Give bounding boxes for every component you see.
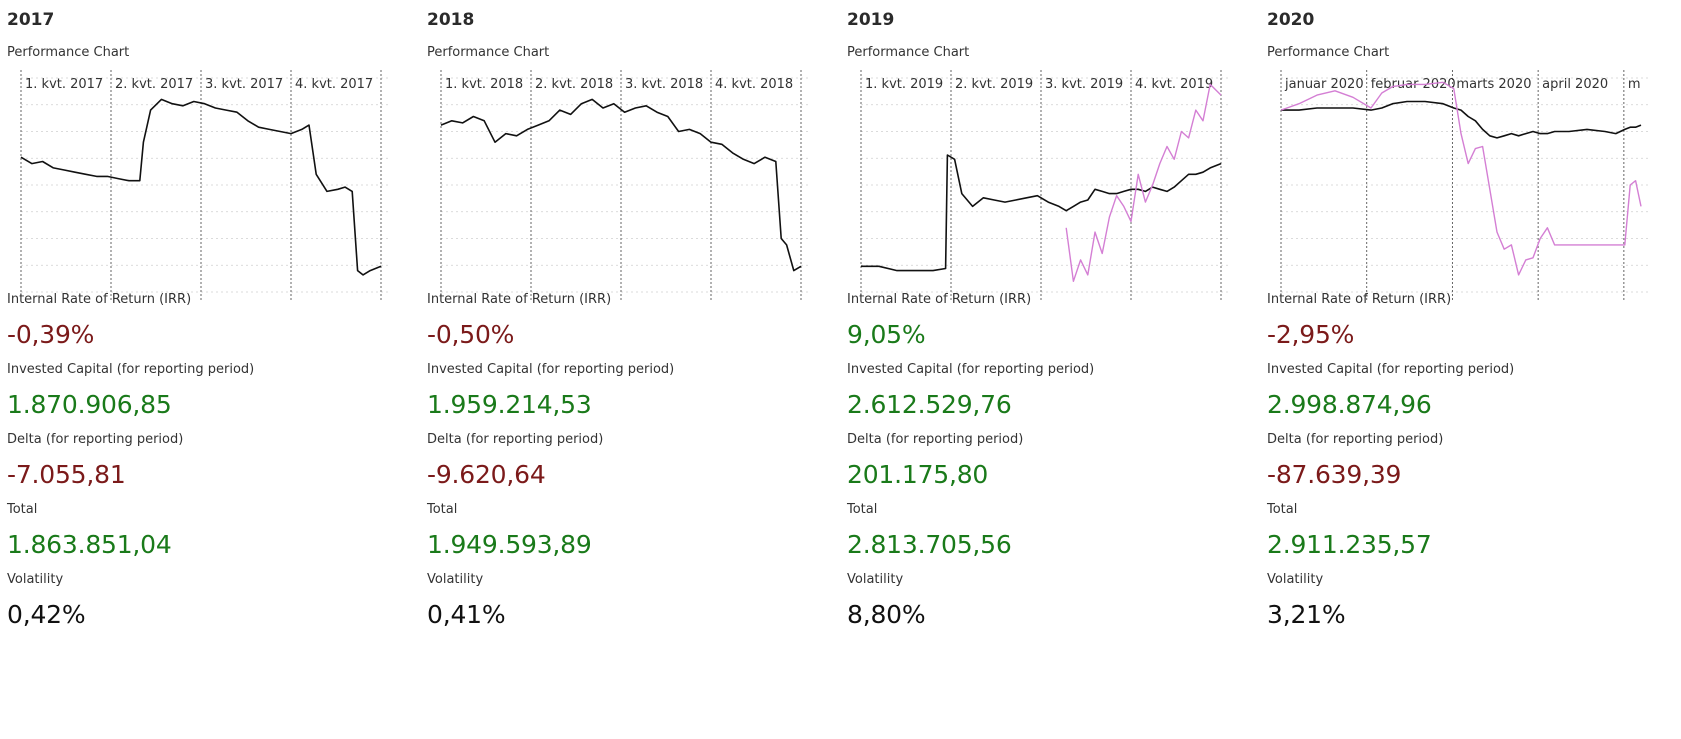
x-tick-label: 2. kvt. 2017 — [115, 77, 193, 92]
x-tick-label: 4. kvt. 2019 — [1135, 77, 1213, 92]
year-panel-2017: 2017 Performance Chart 1. kvt. 2017 2. kv… — [7, 0, 417, 739]
year-panel-2020: 2020 Performance Chart januar 2020 februa… — [1267, 0, 1677, 739]
volatility-value: 0,42% — [7, 600, 86, 629]
total-value: 1.863.851,04 — [7, 530, 172, 559]
performance-chart-svg: 1. kvt. 2017 2. kvt. 2017 3. kvt. 2017 4. k… — [20, 70, 391, 300]
year-title: 2019 — [847, 10, 895, 30]
grid-lines — [21, 77, 391, 293]
performance-chart-svg: januar 2020 februar 2020 marts 2020 april 2… — [1280, 70, 1651, 300]
total-label: Total — [1267, 502, 1298, 517]
x-tick-label: 4. kvt. 2018 — [715, 77, 793, 92]
invested-value: 2.612.529,76 — [847, 390, 1012, 419]
performance-chart[interactable]: 1. kvt. 2017 2. kvt. 2017 3. kvt. 2017 4. k… — [7, 70, 399, 300]
performance-chart-svg: 1. kvt. 2018 2. kvt. 2018 3. kvt. 2018 4. k… — [440, 70, 811, 300]
volatility-value: 3,21% — [1267, 600, 1346, 629]
invested-label: Invested Capital (for reporting period) — [7, 362, 255, 377]
chart-title: Performance Chart — [427, 45, 550, 60]
irr-value: 9,05% — [847, 320, 926, 349]
volatility-label: Volatility — [1267, 572, 1324, 587]
volatility-label: Volatility — [7, 572, 64, 587]
x-tick-label: januar 2020 — [1284, 77, 1364, 92]
portfolio-line — [440, 98, 802, 272]
volatility-value: 0,41% — [427, 600, 506, 629]
benchmark-line — [1065, 83, 1222, 282]
year-title: 2017 — [7, 10, 55, 30]
grid-lines — [1281, 77, 1651, 293]
invested-value: 1.870.906,85 — [7, 390, 172, 419]
delta-value: 201.175,80 — [847, 460, 989, 489]
year-panel-2018: 2018 Performance Chart 1. kvt. 2018 2. kv… — [427, 0, 837, 739]
performance-chart[interactable]: januar 2020 februar 2020 marts 2020 april 2… — [1267, 70, 1659, 300]
delta-value: -7.055,81 — [7, 460, 126, 489]
invested-label: Invested Capital (for reporting period) — [427, 362, 675, 377]
year-title: 2020 — [1267, 10, 1315, 30]
total-value: 1.949.593,89 — [427, 530, 592, 559]
delta-label: Delta (for reporting period) — [427, 432, 604, 447]
x-tick-label: 3. kvt. 2019 — [1045, 77, 1123, 92]
total-value: 2.813.705,56 — [847, 530, 1012, 559]
delta-value: -87.639,39 — [1267, 460, 1402, 489]
delta-label: Delta (for reporting period) — [7, 432, 184, 447]
chart-title: Performance Chart — [1267, 45, 1390, 60]
irr-label: Internal Rate of Return (IRR) — [847, 292, 1032, 307]
grid-lines — [441, 77, 811, 293]
year-panel-2019: 2019 Performance Chart 1. kvt. 2019 2. kv… — [847, 0, 1257, 739]
total-label: Total — [427, 502, 458, 517]
invested-value: 2.998.874,96 — [1267, 390, 1432, 419]
delta-label: Delta (for reporting period) — [1267, 432, 1444, 447]
irr-label: Internal Rate of Return (IRR) — [1267, 292, 1452, 307]
total-label: Total — [847, 502, 878, 517]
x-tick-label: 1. kvt. 2019 — [865, 77, 943, 92]
grid-lines — [861, 77, 1231, 293]
irr-value: -0,39% — [7, 320, 95, 349]
delta-value: -9.620,64 — [427, 460, 546, 489]
volatility-label: Volatility — [847, 572, 904, 587]
invested-label: Invested Capital (for reporting period) — [1267, 362, 1515, 377]
chart-title: Performance Chart — [7, 45, 130, 60]
performance-chart-svg: 1. kvt. 2019 2. kvt. 2019 3. kvt. 2019 4. k… — [860, 70, 1231, 300]
x-tick-label: m — [1628, 77, 1641, 92]
performance-chart[interactable]: 1. kvt. 2018 2. kvt. 2018 3. kvt. 2018 4. k… — [427, 70, 819, 300]
x-tick-label: 1. kvt. 2017 — [25, 77, 103, 92]
volatility-value: 8,80% — [847, 600, 926, 629]
irr-value: -2,95% — [1267, 320, 1355, 349]
x-tick-label: 3. kvt. 2018 — [625, 77, 703, 92]
portfolio-line — [861, 154, 1222, 272]
x-tick-label: 1. kvt. 2018 — [445, 77, 523, 92]
invested-value: 1.959.214,53 — [427, 390, 592, 419]
portfolio-line — [1281, 100, 1642, 139]
volatility-label: Volatility — [427, 572, 484, 587]
chart-title: Performance Chart — [847, 45, 970, 60]
x-tick-label: april 2020 — [1542, 77, 1608, 92]
irr-label: Internal Rate of Return (IRR) — [7, 292, 192, 307]
irr-value: -0,50% — [427, 320, 515, 349]
portfolio-line — [20, 98, 382, 276]
invested-label: Invested Capital (for reporting period) — [847, 362, 1095, 377]
total-value: 2.911.235,57 — [1267, 530, 1432, 559]
x-tick-label: 3. kvt. 2017 — [205, 77, 283, 92]
x-tick-label: 2. kvt. 2019 — [955, 77, 1033, 92]
irr-label: Internal Rate of Return (IRR) — [427, 292, 612, 307]
x-tick-label: 4. kvt. 2017 — [295, 77, 373, 92]
x-tick-label: marts 2020 — [1456, 77, 1531, 92]
delta-label: Delta (for reporting period) — [847, 432, 1024, 447]
total-label: Total — [7, 502, 38, 517]
benchmark-line — [1280, 81, 1642, 276]
year-title: 2018 — [427, 10, 475, 30]
performance-chart[interactable]: 1. kvt. 2019 2. kvt. 2019 3. kvt. 2019 4. k… — [847, 70, 1239, 300]
x-tick-label: 2. kvt. 2018 — [535, 77, 613, 92]
